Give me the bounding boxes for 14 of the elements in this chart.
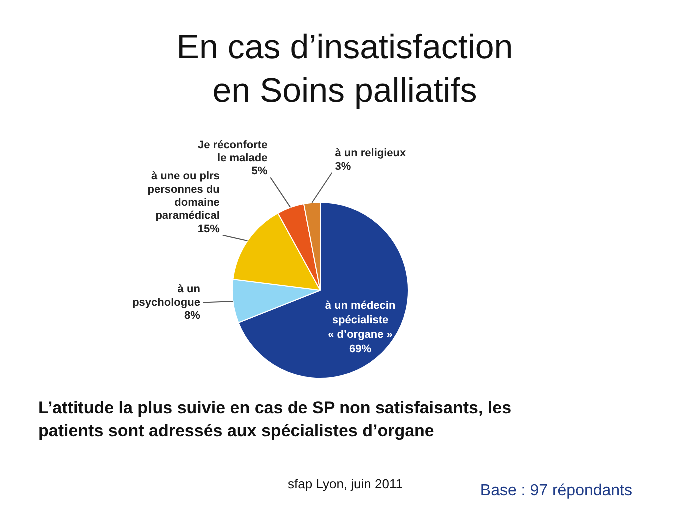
text: L’attitude la plus suivie en cas de SP non satisfaisants, les patients sont adressés aux spécialistes d’organe <box>38 398 512 440</box>
data-label: 69% <box>350 343 372 356</box>
slice-label: à une ou plrs personnes du domaine paramédical <box>148 170 220 222</box>
data-label: 15% <box>198 223 220 236</box>
slice-label: à un psychologue <box>132 284 201 309</box>
slice-label: Je réconforte le malade <box>198 139 268 165</box>
data-label: 5% <box>252 166 268 178</box>
chart-title: En cas d’insatisfaction en Soins palliatifs <box>176 28 514 110</box>
slice-label: à un religieux <box>335 148 408 160</box>
slice-label: à un médecin spécialiste « d’organe » <box>325 300 396 341</box>
text: sfap Lyon, juin 2011 <box>288 476 403 492</box>
data-label: 8% <box>184 310 201 322</box>
text: Base : 97 répondants <box>480 482 632 500</box>
data-label: 3% <box>335 160 352 173</box>
